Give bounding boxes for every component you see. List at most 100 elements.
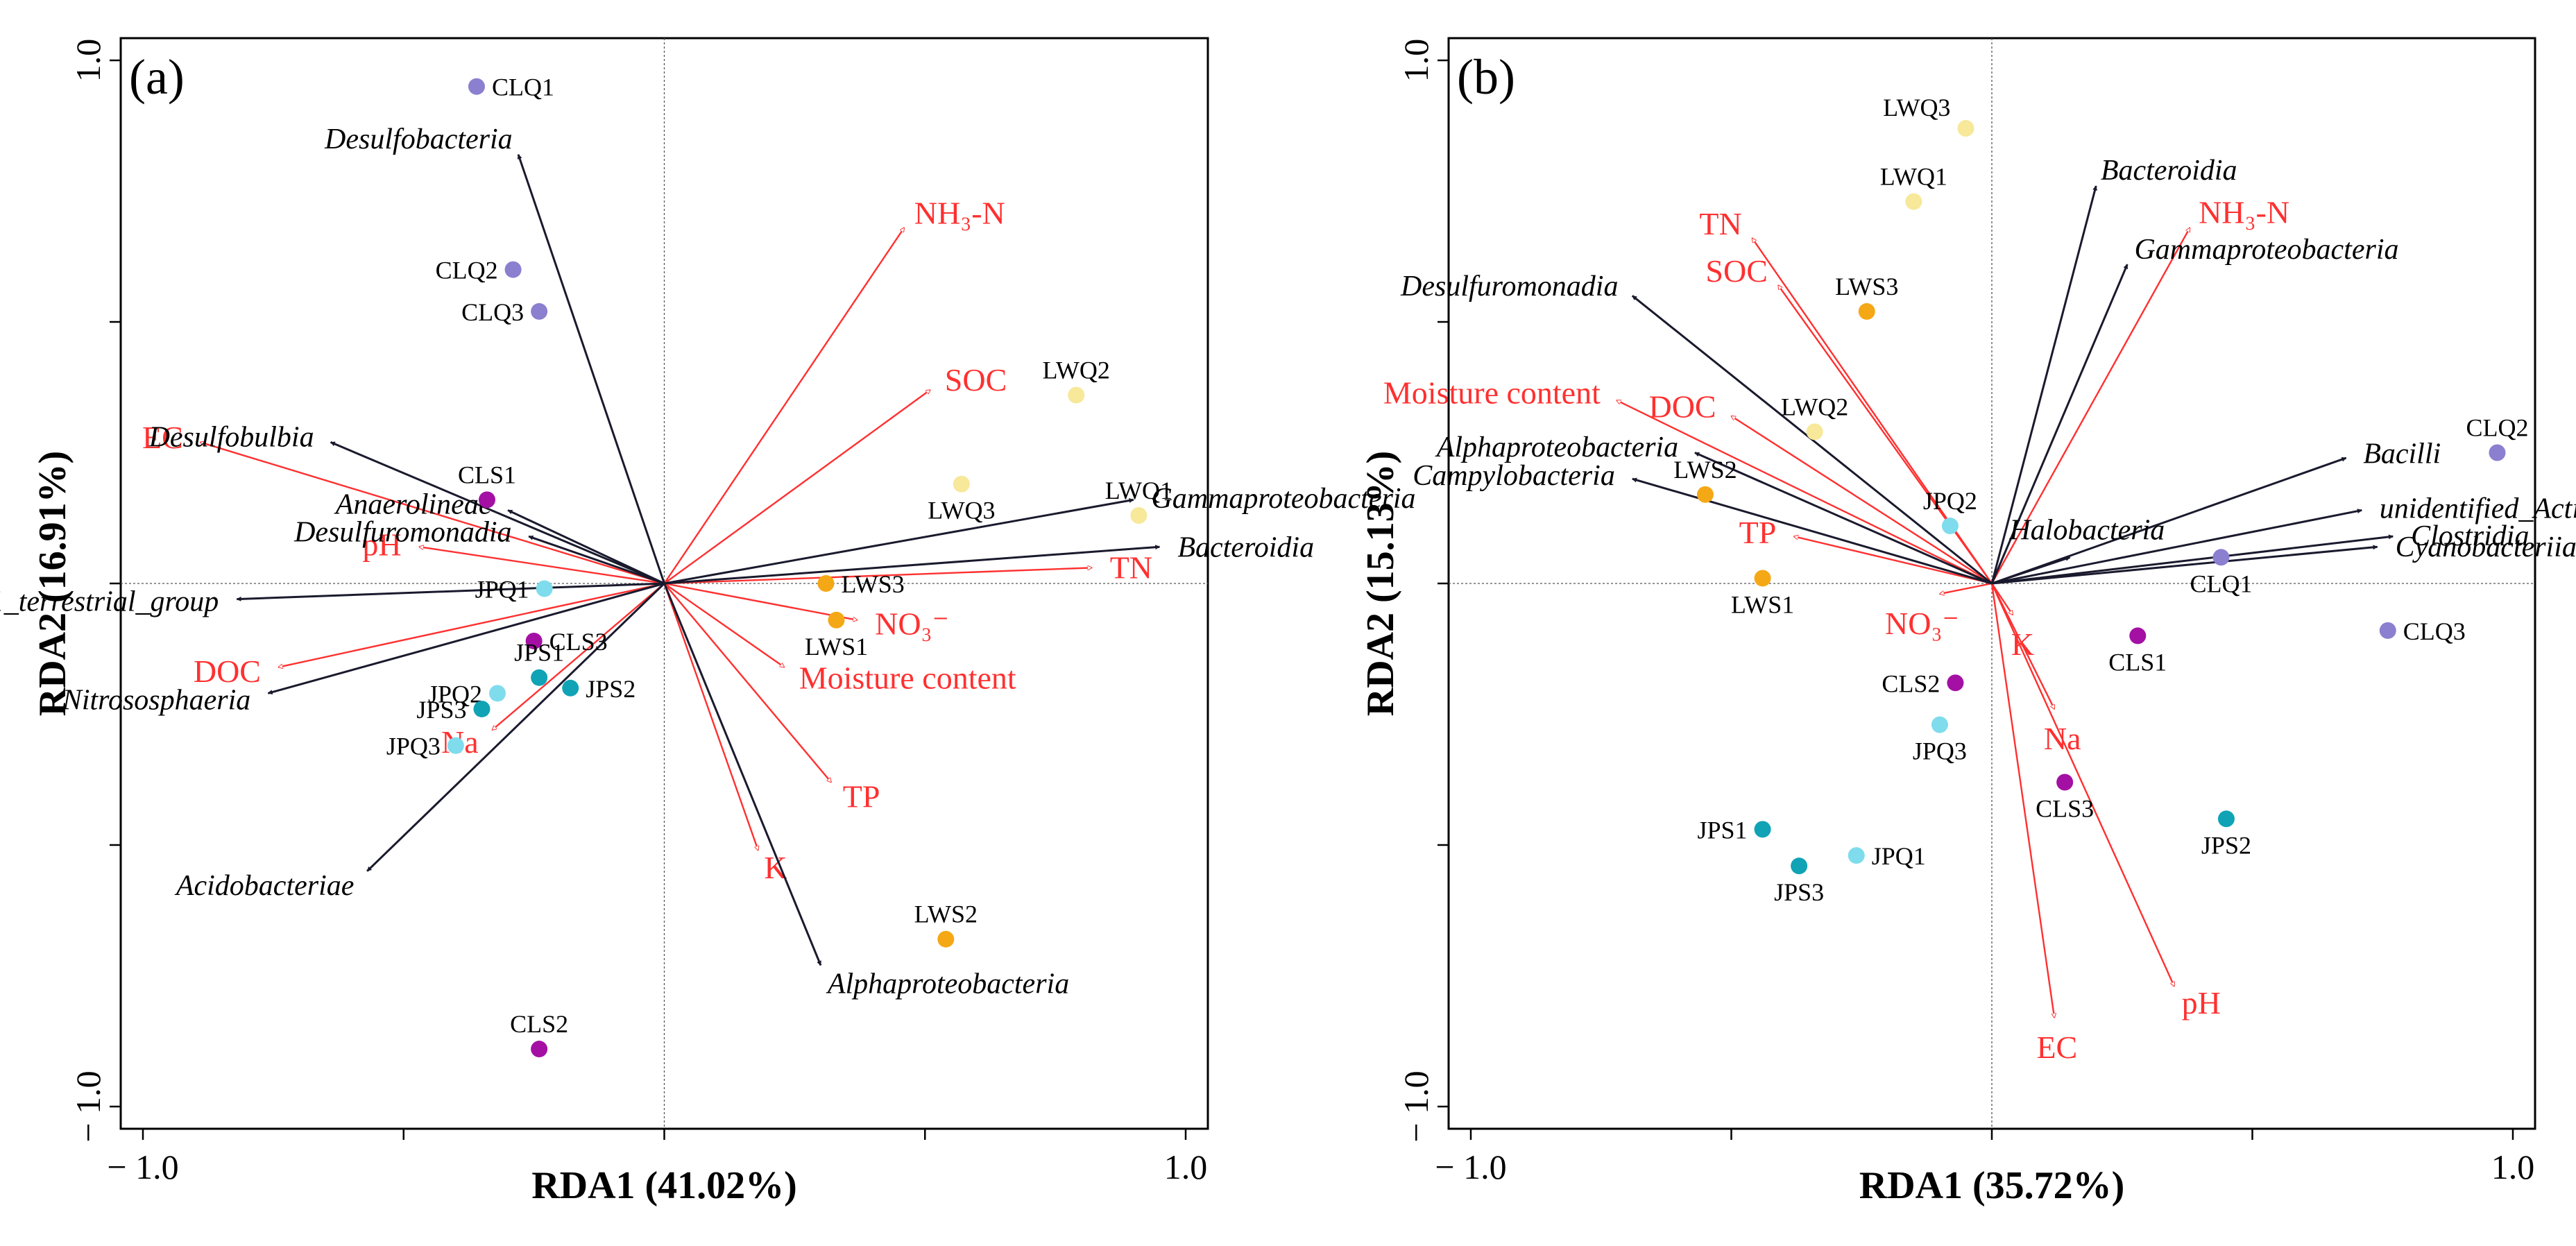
- sample-point-lwq3: [953, 475, 970, 493]
- sample-point-clq1: [468, 78, 485, 95]
- sample-label-lwq1: LWQ1: [1880, 163, 1947, 191]
- sample-point-jpq3: [1931, 716, 1948, 733]
- sample-label-clq2: CLQ2: [2466, 414, 2528, 442]
- sample-label-lws3: LWS3: [1835, 273, 1898, 300]
- x-axis-title: RDA1 (35.72%): [1859, 1164, 2125, 1207]
- sample-point-lwq2: [1068, 386, 1085, 404]
- env-arrow-k: [663, 583, 758, 851]
- sample-label-jpq1: JPQ1: [475, 576, 529, 604]
- env-arrow-soc: [663, 390, 930, 584]
- sample-label-clq2: CLQ2: [436, 257, 498, 284]
- sample-point-cls2: [1947, 674, 1964, 692]
- taxon-label-bacteroidia: Bacteroidia: [1177, 531, 1314, 563]
- taxon-arrow-anaerolineae: [507, 509, 665, 585]
- sample-label-jps1: JPS1: [1697, 816, 1747, 844]
- env-arrow-ph: [1990, 583, 2174, 987]
- sample-label-lws2: LWS2: [914, 901, 978, 928]
- sample-point-lws1: [1754, 570, 1771, 587]
- env-label-doc: DOC: [194, 654, 261, 689]
- taxon-label-desulfobulbia: Desulfobulbia: [148, 421, 314, 453]
- sample-point-jpq2: [489, 685, 506, 702]
- x-tick-label-max: 1.0: [2491, 1147, 2535, 1186]
- taxon-arrow-bd2-11-terrestrial-group: [236, 582, 665, 601]
- env-arrow-moisture-content: [663, 583, 785, 667]
- sample-label-jps3: JPS3: [416, 696, 466, 724]
- taxon-arrow-bacteroidia: [1990, 185, 2097, 584]
- sample-label-cls3: CLS3: [2036, 795, 2094, 823]
- sample-label-lws2: LWS2: [1673, 456, 1737, 484]
- env-label-no: NO₃⁻: [1885, 606, 1959, 641]
- sample-point-clq2: [504, 261, 522, 278]
- env-label-soc: SOC: [1705, 253, 1767, 289]
- taxon-label-desulfuromonadia: Desulfuromonadia: [293, 517, 511, 549]
- sample-point-clq3: [2379, 622, 2396, 639]
- taxon-label-gammaproteobacteria: Gammaproteobacteria: [1151, 483, 1415, 515]
- sample-point-lws3: [1858, 302, 1875, 320]
- taxon-label-bacilli: Bacilli: [2363, 438, 2441, 470]
- env-arrow-tp: [663, 583, 831, 783]
- taxon-arrow-alphaproteobacteria: [1694, 452, 1993, 585]
- sample-label-jps1: JPS1: [514, 639, 564, 667]
- x-axis-title: RDA1 (41.02%): [531, 1164, 797, 1207]
- taxon-label-anaerolineae: Anaerolineae: [334, 488, 492, 520]
- panel-label: (b): [1457, 49, 1515, 105]
- env-arrow-soc: [1778, 285, 1993, 584]
- taxon-label-campylobacteria: Campylobacteria: [1413, 460, 1615, 492]
- env-label-ph: pH: [2182, 985, 2221, 1021]
- sample-point-cls1: [478, 491, 495, 509]
- sample-label-jpq3: JPQ3: [1913, 737, 1967, 765]
- sample-point-clq2: [2489, 444, 2506, 461]
- taxon-label-bd2-11-terrestrial-group: BD2-11_terrestrial_group: [0, 586, 219, 618]
- env-arrow-nh-n: [1990, 228, 2191, 584]
- taxon-arrow-campylobacteria: [1632, 477, 1993, 585]
- sample-point-jps2: [562, 679, 579, 697]
- sample-point-clq3: [531, 302, 548, 320]
- y-axis-title: RDA2 (16.91%): [31, 451, 74, 717]
- panel-label: (a): [129, 49, 185, 105]
- taxon-label-halobacteria: Halobacteria: [2008, 514, 2165, 546]
- taxon-arrow-unidentified-actinobacteria: [1991, 509, 2362, 585]
- taxon-arrow-bacteroidia: [664, 545, 1161, 585]
- y-tick-label-max: 1.0: [1397, 39, 1435, 83]
- taxon-arrow-cyanobacteriia: [1991, 545, 2378, 585]
- sample-point-jps3: [1791, 857, 1808, 875]
- sample-label-lws3: LWS3: [841, 570, 904, 598]
- sample-point-jpq1: [1848, 847, 1865, 864]
- env-label-nh-n: NH₃-N: [2199, 195, 2289, 230]
- env-label-ec: EC: [2036, 1030, 2077, 1065]
- sample-point-cls3: [525, 632, 543, 649]
- sample-point-jpq1: [536, 580, 553, 597]
- sample-label-lwq3: LWQ3: [1883, 94, 1950, 121]
- sample-label-lwq2: LWQ2: [1781, 393, 1848, 420]
- rda-panel-a: − 1.0 1.0 − 1.0 1.0 RDA1 (41.02%) RDA2 (16.91…: [0, 37, 1416, 1207]
- sample-point-jps2: [2217, 810, 2235, 828]
- sample-label-cls2: CLS2: [510, 1010, 568, 1038]
- sample-point-lws2: [937, 930, 955, 948]
- sample-label-clq1: CLQ1: [2190, 570, 2252, 597]
- env-label-ph: pH: [362, 527, 401, 562]
- sample-label-jps2: JPS2: [2201, 831, 2251, 859]
- sample-point-clq1: [2212, 549, 2230, 566]
- sample-label-cls1: CLS1: [2108, 648, 2167, 676]
- sample-label-jps3: JPS3: [1774, 878, 1824, 906]
- taxon-arrow-desulfuromonadia: [528, 535, 665, 585]
- sample-point-jps1: [531, 669, 548, 686]
- sample-point-lwq3: [1957, 120, 1974, 137]
- x-tick-label-min: − 1.0: [107, 1147, 178, 1186]
- taxon-label-clostridia: Clostridia: [2411, 520, 2529, 552]
- sample-point-lwq1: [1130, 506, 1148, 524]
- env-arrow-moisture-content: [1617, 400, 1993, 585]
- env-label-no: NO₃⁻: [875, 606, 949, 642]
- sample-point-cls1: [2129, 627, 2147, 645]
- env-label-soc: SOC: [945, 362, 1007, 398]
- taxon-label-desulfobacteria: Desulfobacteria: [324, 123, 513, 155]
- env-arrow-no: [664, 582, 858, 620]
- sample-point-lwq1: [1905, 193, 1922, 210]
- taxon-label-gammaproteobacteria: Gammaproteobacteria: [2134, 234, 2398, 266]
- taxon-label-acidobacteriae: Acidobacteriae: [174, 870, 355, 902]
- taxon-label-cyanobacteriia: Cyanobacteriia: [2396, 531, 2576, 563]
- taxon-label-alphaproteobacteria: Alphaproteobacteria: [1435, 432, 1678, 463]
- sample-point-cls2: [531, 1041, 548, 1058]
- sample-point-jps3: [473, 700, 491, 717]
